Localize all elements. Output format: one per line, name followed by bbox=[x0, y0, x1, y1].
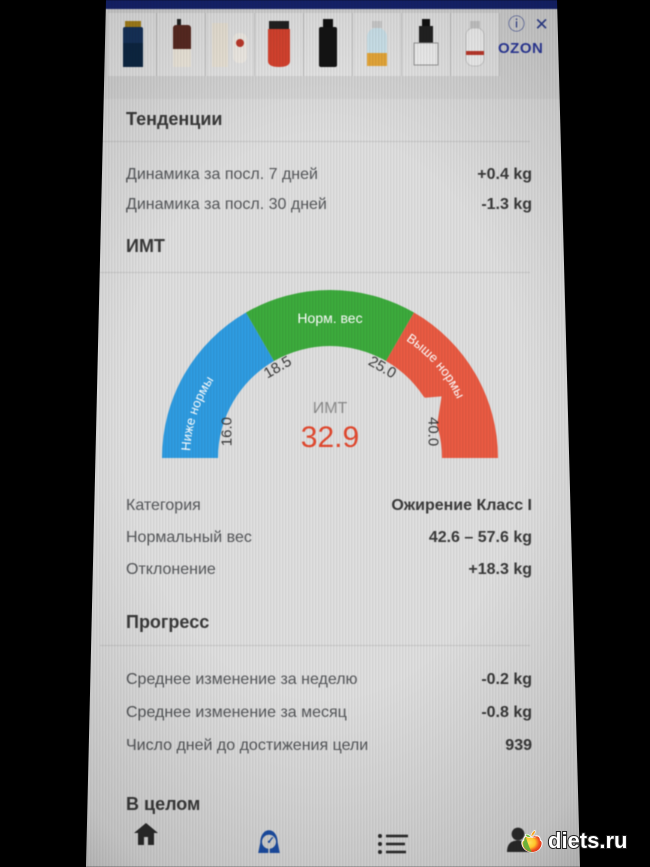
svg-text:16.0: 16.0 bbox=[219, 417, 236, 446]
svg-text:32.9: 32.9 bbox=[301, 421, 359, 454]
svg-text:ИМТ: ИМТ bbox=[313, 400, 348, 417]
svg-text:Норм. вес: Норм. вес bbox=[297, 310, 362, 326]
svg-text:40.0: 40.0 bbox=[425, 417, 442, 446]
